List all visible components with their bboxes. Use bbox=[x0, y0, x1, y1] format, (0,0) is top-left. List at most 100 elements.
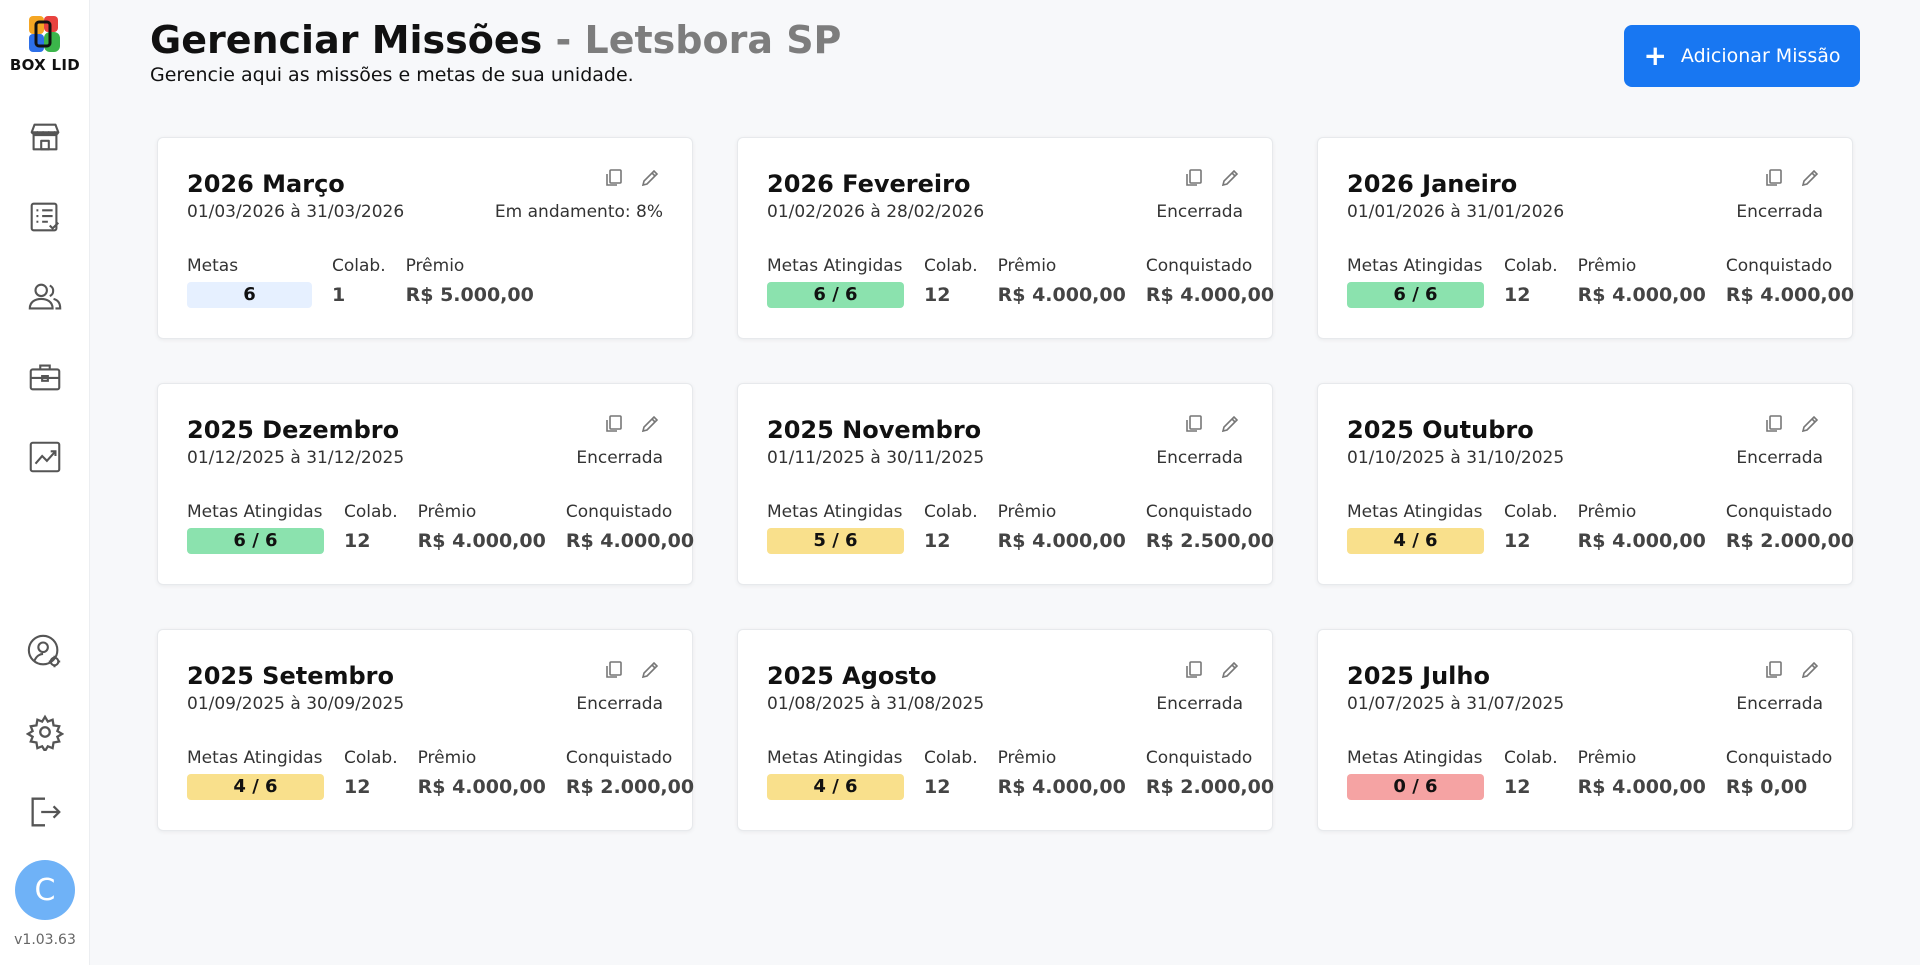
edit-icon[interactable] bbox=[1220, 660, 1240, 680]
stat-colab-label: Colab. bbox=[1504, 256, 1558, 276]
mission-stats: Metas Atingidas 0 / 6 Colab. 12 Prêmio R… bbox=[1347, 748, 1833, 800]
logo-text: BOX LID bbox=[9, 56, 81, 74]
stat-colab: Colab. 1 bbox=[332, 256, 386, 308]
copy-icon[interactable] bbox=[604, 414, 624, 434]
stat-prize: Prêmio R$ 5.000,00 bbox=[406, 256, 534, 308]
stat-prize-label: Prêmio bbox=[1577, 748, 1637, 768]
title-separator: - bbox=[542, 18, 585, 62]
stat-colab-value: 12 bbox=[1504, 284, 1531, 306]
stat-colab-label: Colab. bbox=[344, 502, 398, 522]
briefcase-icon bbox=[29, 364, 61, 391]
copy-icon[interactable] bbox=[1184, 168, 1204, 188]
users-icon bbox=[28, 283, 62, 310]
stat-colab: Colab. 12 bbox=[344, 502, 398, 554]
card-actions bbox=[1184, 168, 1240, 188]
stat-prize: Prêmio R$ 4.000,00 bbox=[418, 748, 546, 800]
mission-dates: 01/09/2025 à 30/09/2025 bbox=[187, 694, 405, 714]
stat-achieved-value: R$ 2.000,00 bbox=[1725, 530, 1855, 552]
stat-prize-value: R$ 4.000,00 bbox=[417, 776, 546, 798]
stat-achieved-label: Conquistado bbox=[1725, 256, 1833, 276]
mission-card[interactable]: 2026 Fevereiro 01/02/2026 à 28/02/2026 E… bbox=[737, 137, 1274, 339]
stat-colab: Colab. 12 bbox=[924, 256, 978, 308]
stat-prize-label: Prêmio bbox=[405, 256, 465, 276]
stat-achieved-value: R$ 2.000,00 bbox=[565, 776, 695, 798]
mission-title: 2025 Julho bbox=[1347, 662, 1490, 690]
logo[interactable]: BOX LID bbox=[0, 14, 90, 74]
nav-reports[interactable] bbox=[23, 435, 67, 479]
copy-icon[interactable] bbox=[1184, 660, 1204, 680]
nav-users[interactable] bbox=[23, 275, 67, 319]
edit-icon[interactable] bbox=[1800, 414, 1820, 434]
edit-icon[interactable] bbox=[640, 168, 660, 188]
stat-prize: Prêmio R$ 4.000,00 bbox=[418, 502, 546, 554]
mission-dates: 01/11/2025 à 30/11/2025 bbox=[767, 448, 985, 468]
mission-title: 2025 Dezembro bbox=[187, 416, 400, 444]
stat-goals: Metas Atingidas 4 / 6 bbox=[1347, 502, 1484, 554]
sidebar: BOX LID bbox=[0, 0, 90, 965]
edit-icon[interactable] bbox=[1220, 168, 1240, 188]
edit-icon[interactable] bbox=[1800, 660, 1820, 680]
stat-prize: Prêmio R$ 4.000,00 bbox=[998, 256, 1126, 308]
stat-achieved-label: Conquistado bbox=[1145, 502, 1253, 522]
edit-icon[interactable] bbox=[1220, 414, 1240, 434]
stat-goals-label: Metas Atingidas bbox=[767, 256, 903, 276]
nav-logout[interactable] bbox=[23, 790, 67, 834]
mission-status: Encerrada bbox=[576, 448, 663, 468]
mission-status: Encerrada bbox=[1736, 202, 1823, 222]
mission-dates: 01/07/2025 à 31/07/2025 bbox=[1347, 694, 1565, 714]
mission-card[interactable]: 2025 Setembro 01/09/2025 à 30/09/2025 En… bbox=[157, 629, 694, 831]
stat-prize-label: Prêmio bbox=[997, 256, 1057, 276]
mission-card[interactable]: 2026 Janeiro 01/01/2026 à 31/01/2026 Enc… bbox=[1317, 137, 1854, 339]
copy-icon[interactable] bbox=[1764, 168, 1784, 188]
mission-stats: Metas Atingidas 4 / 6 Colab. 12 Prêmio R… bbox=[767, 748, 1274, 800]
stat-prize-value: R$ 4.000,00 bbox=[997, 530, 1126, 552]
mission-card[interactable]: 2026 Março 01/03/2026 à 31/03/2026 Em an… bbox=[157, 137, 693, 339]
stat-prize-label: Prêmio bbox=[997, 502, 1057, 522]
stat-achieved-label: Conquistado bbox=[1725, 748, 1833, 768]
nav-user-settings[interactable] bbox=[23, 630, 67, 674]
stat-goals: Metas Atingidas 4 / 6 bbox=[767, 748, 904, 800]
copy-icon[interactable] bbox=[1764, 660, 1784, 680]
stat-colab-value: 12 bbox=[924, 530, 951, 552]
copy-icon[interactable] bbox=[604, 168, 624, 188]
nav-briefcase[interactable] bbox=[23, 355, 67, 399]
mission-status: Encerrada bbox=[576, 694, 663, 714]
add-mission-button[interactable]: + Adicionar Missão bbox=[1624, 25, 1860, 87]
copy-icon[interactable] bbox=[604, 660, 624, 680]
mission-title: 2026 Janeiro bbox=[1347, 170, 1518, 198]
nav-settings[interactable] bbox=[23, 710, 67, 754]
avatar[interactable]: C bbox=[15, 860, 75, 920]
copy-icon[interactable] bbox=[1764, 414, 1784, 434]
mission-title: 2025 Outubro bbox=[1347, 416, 1534, 444]
mission-card[interactable]: 2025 Agosto 01/08/2025 à 31/08/2025 Ence… bbox=[737, 629, 1274, 831]
stat-goals: Metas Atingidas 5 / 6 bbox=[767, 502, 904, 554]
card-actions bbox=[1764, 660, 1820, 680]
nav-store[interactable] bbox=[23, 115, 67, 159]
chart-icon bbox=[29, 441, 61, 473]
stat-goals: Metas Atingidas 6 / 6 bbox=[1347, 256, 1484, 308]
mission-stats: Metas Atingidas 4 / 6 Colab. 12 Prêmio R… bbox=[187, 748, 694, 800]
stat-goals-label: Metas Atingidas bbox=[1347, 256, 1483, 276]
stat-achieved: Conquistado R$ 4.000,00 bbox=[1726, 256, 1854, 308]
goals-badge: 4 / 6 bbox=[767, 774, 904, 800]
mission-card[interactable]: 2025 Dezembro 01/12/2025 à 31/12/2025 En… bbox=[157, 383, 694, 585]
copy-icon[interactable] bbox=[1184, 414, 1204, 434]
stat-prize-value: R$ 4.000,00 bbox=[1577, 776, 1706, 798]
card-actions bbox=[604, 660, 660, 680]
card-actions bbox=[604, 168, 660, 188]
goals-badge: 4 / 6 bbox=[187, 774, 324, 800]
stat-prize: Prêmio R$ 4.000,00 bbox=[1578, 502, 1706, 554]
edit-icon[interactable] bbox=[640, 414, 660, 434]
mission-stats: Metas Atingidas 6 / 6 Colab. 12 Prêmio R… bbox=[187, 502, 694, 554]
nav-missions[interactable] bbox=[23, 195, 67, 239]
stat-colab-value: 12 bbox=[344, 530, 371, 552]
stat-colab-value: 12 bbox=[924, 284, 951, 306]
goals-badge: 0 / 6 bbox=[1347, 774, 1484, 800]
edit-icon[interactable] bbox=[640, 660, 660, 680]
mission-card[interactable]: 2025 Julho 01/07/2025 à 31/07/2025 Encer… bbox=[1317, 629, 1853, 831]
mission-card[interactable]: 2025 Outubro 01/10/2025 à 31/10/2025 Enc… bbox=[1317, 383, 1855, 585]
add-mission-label: Adicionar Missão bbox=[1680, 45, 1841, 67]
edit-icon[interactable] bbox=[1800, 168, 1820, 188]
mission-card[interactable]: 2025 Novembro 01/11/2025 à 30/11/2025 En… bbox=[737, 383, 1274, 585]
stat-colab-label: Colab. bbox=[924, 502, 978, 522]
